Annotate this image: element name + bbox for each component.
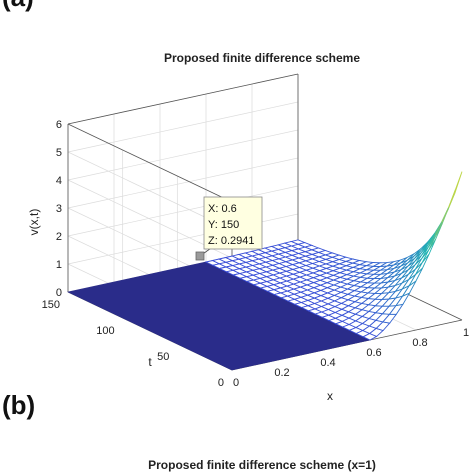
axis-ticks: 0 1 2 3 4 5 6 0 0.2 0.4 0.6 0.8 1 0 50 100 150 <box>42 119 469 389</box>
datatip[interactable]: X: 0.6 Y: 150 Z: 0.2941 <box>195 196 263 261</box>
y-tick-label: 100 <box>96 325 114 337</box>
surface-cell <box>448 171 463 208</box>
y-axis-label: t <box>148 355 152 369</box>
z-tick-label: 2 <box>56 231 62 243</box>
axes-box-edge <box>67 123 233 203</box>
panel-label-b: (b) <box>2 390 35 420</box>
z-tick-label: 5 <box>56 147 62 159</box>
z-tick-label: 4 <box>56 175 62 187</box>
grid-line <box>67 101 299 153</box>
z-tick-label: 6 <box>56 119 62 131</box>
y-tick-label: 150 <box>42 299 60 311</box>
datatip-z: Z: 0.2941 <box>208 235 254 247</box>
x-tick-label: 0 <box>233 377 239 389</box>
datatip-y: Y: 150 <box>208 219 239 231</box>
z-tick-label: 0 <box>56 287 62 299</box>
datatip-box <box>203 196 263 250</box>
grid-line <box>67 129 299 181</box>
z-tick-label: 1 <box>56 259 62 271</box>
axes-box-edge <box>67 73 299 125</box>
y-tick-label: 0 <box>218 377 224 389</box>
chart-title-b: Proposed finite difference scheme (x=1) <box>148 458 376 472</box>
x-tick-label: 0.2 <box>274 367 289 379</box>
x-axis-label: x <box>327 389 333 403</box>
x-tick-label: 0.8 <box>412 337 427 349</box>
z-axis-label: v(x,t) <box>27 209 41 236</box>
x-tick-label: 1 <box>463 327 469 339</box>
x-tick-label: 0.4 <box>320 357 335 369</box>
datatip-x: X: 0.6 <box>208 203 237 215</box>
grid-line <box>67 185 299 237</box>
x-tick-label: 0.6 <box>366 347 381 359</box>
chart-title-a: Proposed finite difference scheme <box>164 51 360 65</box>
z-tick-label: 3 <box>56 203 62 215</box>
datatip-marker[interactable] <box>195 251 205 261</box>
y-tick-label: 50 <box>157 351 169 363</box>
surface-plot <box>67 171 463 371</box>
panel-label-a: (a) <box>2 0 34 12</box>
grid-line <box>67 157 299 209</box>
